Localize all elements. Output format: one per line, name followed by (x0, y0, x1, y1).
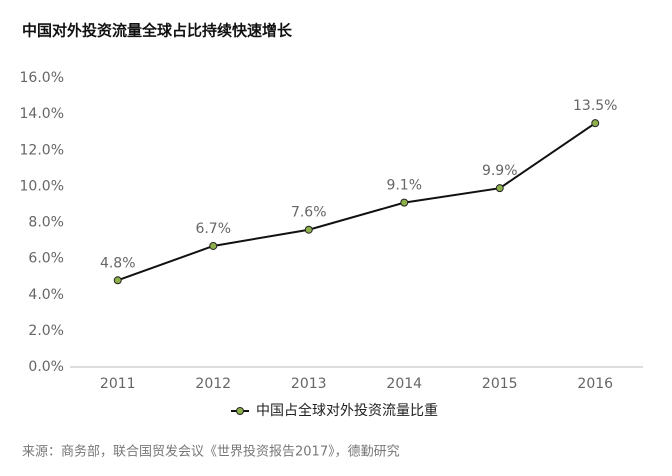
y-tick-label: 2.0% (28, 323, 64, 339)
series-line (117, 122, 596, 282)
y-tick-label: 10.0% (20, 178, 64, 194)
legend-marker (236, 407, 244, 415)
data-point (113, 276, 122, 285)
x-tick-label: 2016 (577, 376, 613, 392)
data-point (304, 225, 313, 234)
y-tick-label: 0.0% (28, 359, 64, 375)
x-tick-label: 2013 (291, 376, 327, 392)
legend-label: 中国占全球对外投资流量比重 (256, 402, 438, 419)
y-tick-label: 14.0% (20, 106, 64, 122)
data-label: 7.6% (291, 205, 327, 221)
data-label: 13.5% (573, 98, 617, 114)
chart-title: 中国对外投资流量全球占比持续快速增长 (22, 22, 293, 40)
data-label: 9.9% (482, 163, 518, 179)
data-label: 9.1% (386, 178, 422, 194)
data-point (495, 184, 504, 193)
data-point (591, 119, 600, 128)
data-label: 6.7% (195, 221, 231, 237)
x-tick-label: 2012 (195, 376, 231, 392)
data-point (400, 198, 409, 207)
x-tick-label: 2014 (386, 376, 422, 392)
y-tick-label: 16.0% (20, 70, 64, 86)
x-tick-label: 2015 (482, 376, 518, 392)
y-tick-label: 12.0% (20, 142, 64, 158)
y-tick-label: 6.0% (28, 251, 64, 267)
data-label: 4.8% (100, 255, 136, 271)
data-point (209, 241, 218, 250)
source-note: 来源：商务部，联合国贸发会议《世界投资报告2017》，德勤研究 (22, 444, 400, 460)
x-tick-label: 2011 (100, 376, 136, 392)
y-tick-label: 8.0% (28, 215, 64, 231)
y-tick-label: 4.0% (28, 287, 64, 303)
